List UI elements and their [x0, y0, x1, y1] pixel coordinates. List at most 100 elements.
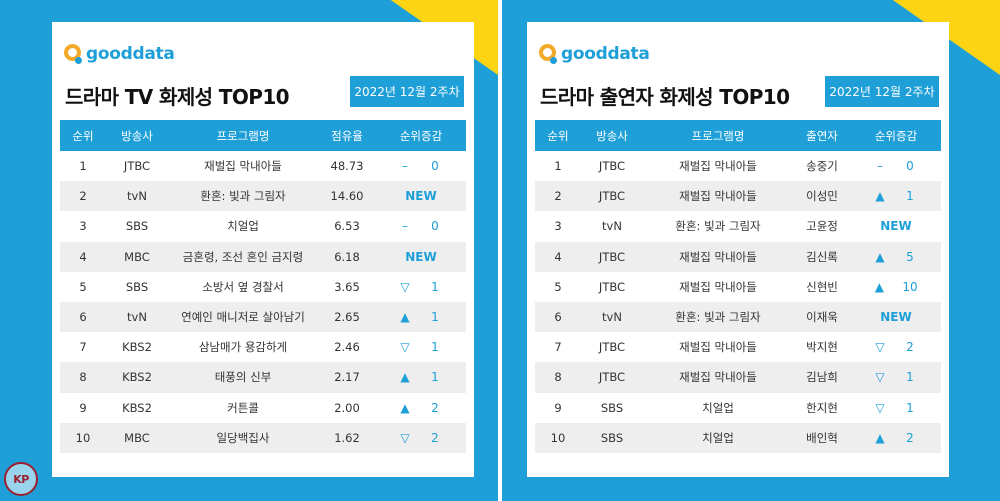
- rank-up-icon: ▲: [875, 249, 885, 264]
- rank-cell: 10: [550, 430, 566, 445]
- table-header: 순위 방송사 프로그램명 점유율 순위증감: [60, 120, 466, 151]
- table-row: 4 JTBC 재벌집 막내아들 김신록 ▲ 5: [535, 241, 941, 272]
- rank-change-cell: NEW: [851, 211, 941, 241]
- no-change-icon: –: [402, 159, 408, 174]
- rank-change-value: 2: [906, 340, 914, 355]
- program-cell: 재벌집 막내아들: [679, 279, 757, 294]
- rank-change-value: 1: [906, 400, 914, 415]
- rank-change-cell: ▽ 1: [376, 332, 466, 362]
- new-badge: NEW: [880, 219, 912, 234]
- actor-cell: 고윤정: [806, 219, 838, 234]
- share-cell: 6.53: [334, 219, 360, 234]
- program-cell: 일당백집사: [216, 430, 270, 445]
- program-cell: 삼남매가 용감하게: [198, 340, 288, 355]
- channel-cell: SBS: [125, 219, 149, 234]
- new-badge: NEW: [880, 310, 912, 325]
- channel-cell: SBS: [600, 430, 624, 445]
- program-cell: 환혼: 빛과 그림자: [200, 189, 286, 204]
- rank-change-cell: ▽ 1: [851, 362, 941, 392]
- rank-change-value: 10: [902, 279, 918, 294]
- channel-cell: SBS: [600, 400, 624, 415]
- table-body: 1 JTBC 재벌집 막내아들 송중기 –0 2 JTBC 재벌집 막내아들 이성민 ▲ 1 3 tvN…: [535, 151, 941, 453]
- rank-cell: 8: [79, 370, 87, 385]
- table-row: 9 KBS2 커튼콜 2.00 ▲ 2: [60, 393, 466, 423]
- rank-cell: 1: [79, 159, 87, 174]
- logo-text: gooddata: [561, 44, 650, 64]
- actor-cell: 김신록: [806, 249, 838, 264]
- table-row: 5 SBS 소방서 옆 경찰서 3.65 ▽ 1: [60, 272, 466, 302]
- header-rank-change: 순위증감: [874, 128, 918, 143]
- rank-change-cell: NEW: [851, 302, 941, 332]
- channel-cell: MBC: [124, 249, 150, 264]
- actor-cell: 신현빈: [806, 279, 838, 294]
- rank-change-cell: ▽ 1: [851, 393, 941, 423]
- program-cell: 재벌집 막내아들: [679, 159, 757, 174]
- rank-cell: 4: [554, 249, 562, 264]
- share-cell: 1.62: [334, 430, 360, 445]
- channel-cell: tvN: [127, 310, 147, 325]
- table-row: 7 JTBC 재벌집 막내아들 박지현 ▽ 2: [535, 332, 941, 362]
- rank-change-cell: ▲ 5: [851, 242, 941, 272]
- actor-cell: 한지현: [806, 400, 838, 415]
- program-cell: 재벌집 막내아들: [679, 340, 757, 355]
- rank-cell: 6: [79, 310, 87, 325]
- program-cell: 재벌집 막내아들: [679, 249, 757, 264]
- rank-change-cell: ▽ 1: [376, 272, 466, 302]
- table-header: 순위 방송사 프로그램명 출연자 순위증감: [535, 120, 941, 151]
- rank-change-cell: ▲ 1: [376, 362, 466, 392]
- rank-up-icon: ▲: [400, 400, 410, 415]
- header-channel: 방송사: [121, 128, 153, 143]
- no-change-icon: –: [877, 159, 883, 174]
- actor-cell: 박지현: [806, 340, 838, 355]
- gooddata-logo: gooddata: [64, 43, 175, 65]
- program-cell: 태풍의 신부: [214, 370, 272, 385]
- table-row: 1 JTBC 재벌집 막내아들 송중기 –0: [535, 151, 941, 181]
- channel-cell: JTBC: [598, 279, 626, 294]
- rank-change-cell: NEW: [376, 181, 466, 211]
- channel-cell: JTBC: [598, 340, 626, 355]
- table-row: 8 JTBC 재벌집 막내아들 김남희 ▽ 1: [535, 362, 941, 393]
- table-row: 3 SBS 치얼업 6.53–0: [60, 211, 466, 241]
- rank-change-cell: NEW: [376, 242, 466, 272]
- rank-change-value: 2: [906, 430, 914, 445]
- header-channel: 방송사: [596, 128, 628, 143]
- rank-down-icon: ▽: [400, 430, 410, 445]
- actor-cell: 송중기: [806, 159, 838, 174]
- program-cell: 재벌집 막내아들: [679, 189, 757, 204]
- date-badge: 2022년 12월 2주차: [350, 76, 464, 107]
- rank-cell: 10: [75, 430, 91, 445]
- rank-change-value: 0: [906, 159, 914, 174]
- table-row: 2 tvN 환혼: 빛과 그림자 14.60 NEW: [60, 181, 466, 212]
- share-cell: 2.46: [334, 340, 360, 355]
- channel-cell: SBS: [125, 279, 149, 294]
- rank-down-icon: ▽: [400, 279, 410, 294]
- program-cell: 소방서 옆 경찰서: [202, 279, 284, 294]
- rank-change-cell: –0: [376, 211, 466, 241]
- actor-cell: 이재욱: [806, 310, 838, 325]
- rank-up-icon: ▲: [874, 279, 884, 294]
- rank-up-icon: ▲: [875, 430, 885, 445]
- share-cell: 48.73: [330, 159, 364, 174]
- program-cell: 재벌집 막내아들: [679, 370, 757, 385]
- rank-cell: 7: [554, 340, 562, 355]
- rank-change-cell: ▲ 1: [851, 181, 941, 211]
- channel-cell: JTBC: [598, 370, 626, 385]
- table-row: 1 JTBC 재벌집 막내아들 48.73–0: [60, 151, 466, 181]
- rank-cell: 9: [79, 400, 87, 415]
- table-row: 2 JTBC 재벌집 막내아들 이성민 ▲ 1: [535, 181, 941, 212]
- logo-text: gooddata: [86, 44, 175, 64]
- share-cell: 2.17: [334, 370, 360, 385]
- share-cell: 2.00: [334, 400, 360, 415]
- no-change-icon: –: [402, 219, 408, 234]
- rank-up-icon: ▲: [400, 310, 410, 325]
- table-row: 10 MBC 일당백집사 1.62 ▽ 2: [60, 422, 466, 453]
- rank-change-value: 1: [906, 370, 914, 385]
- program-cell: 커튼콜: [227, 400, 259, 415]
- channel-cell: tvN: [602, 310, 622, 325]
- header-actor: 출연자: [806, 128, 838, 143]
- rank-change-cell: ▲ 1: [376, 302, 466, 332]
- header-program: 프로그램명: [216, 128, 270, 143]
- rank-down-icon: ▽: [875, 400, 885, 415]
- table-row: 9 SBS 치얼업 한지현 ▽ 1: [535, 393, 941, 423]
- rank-cell: 1: [554, 159, 562, 174]
